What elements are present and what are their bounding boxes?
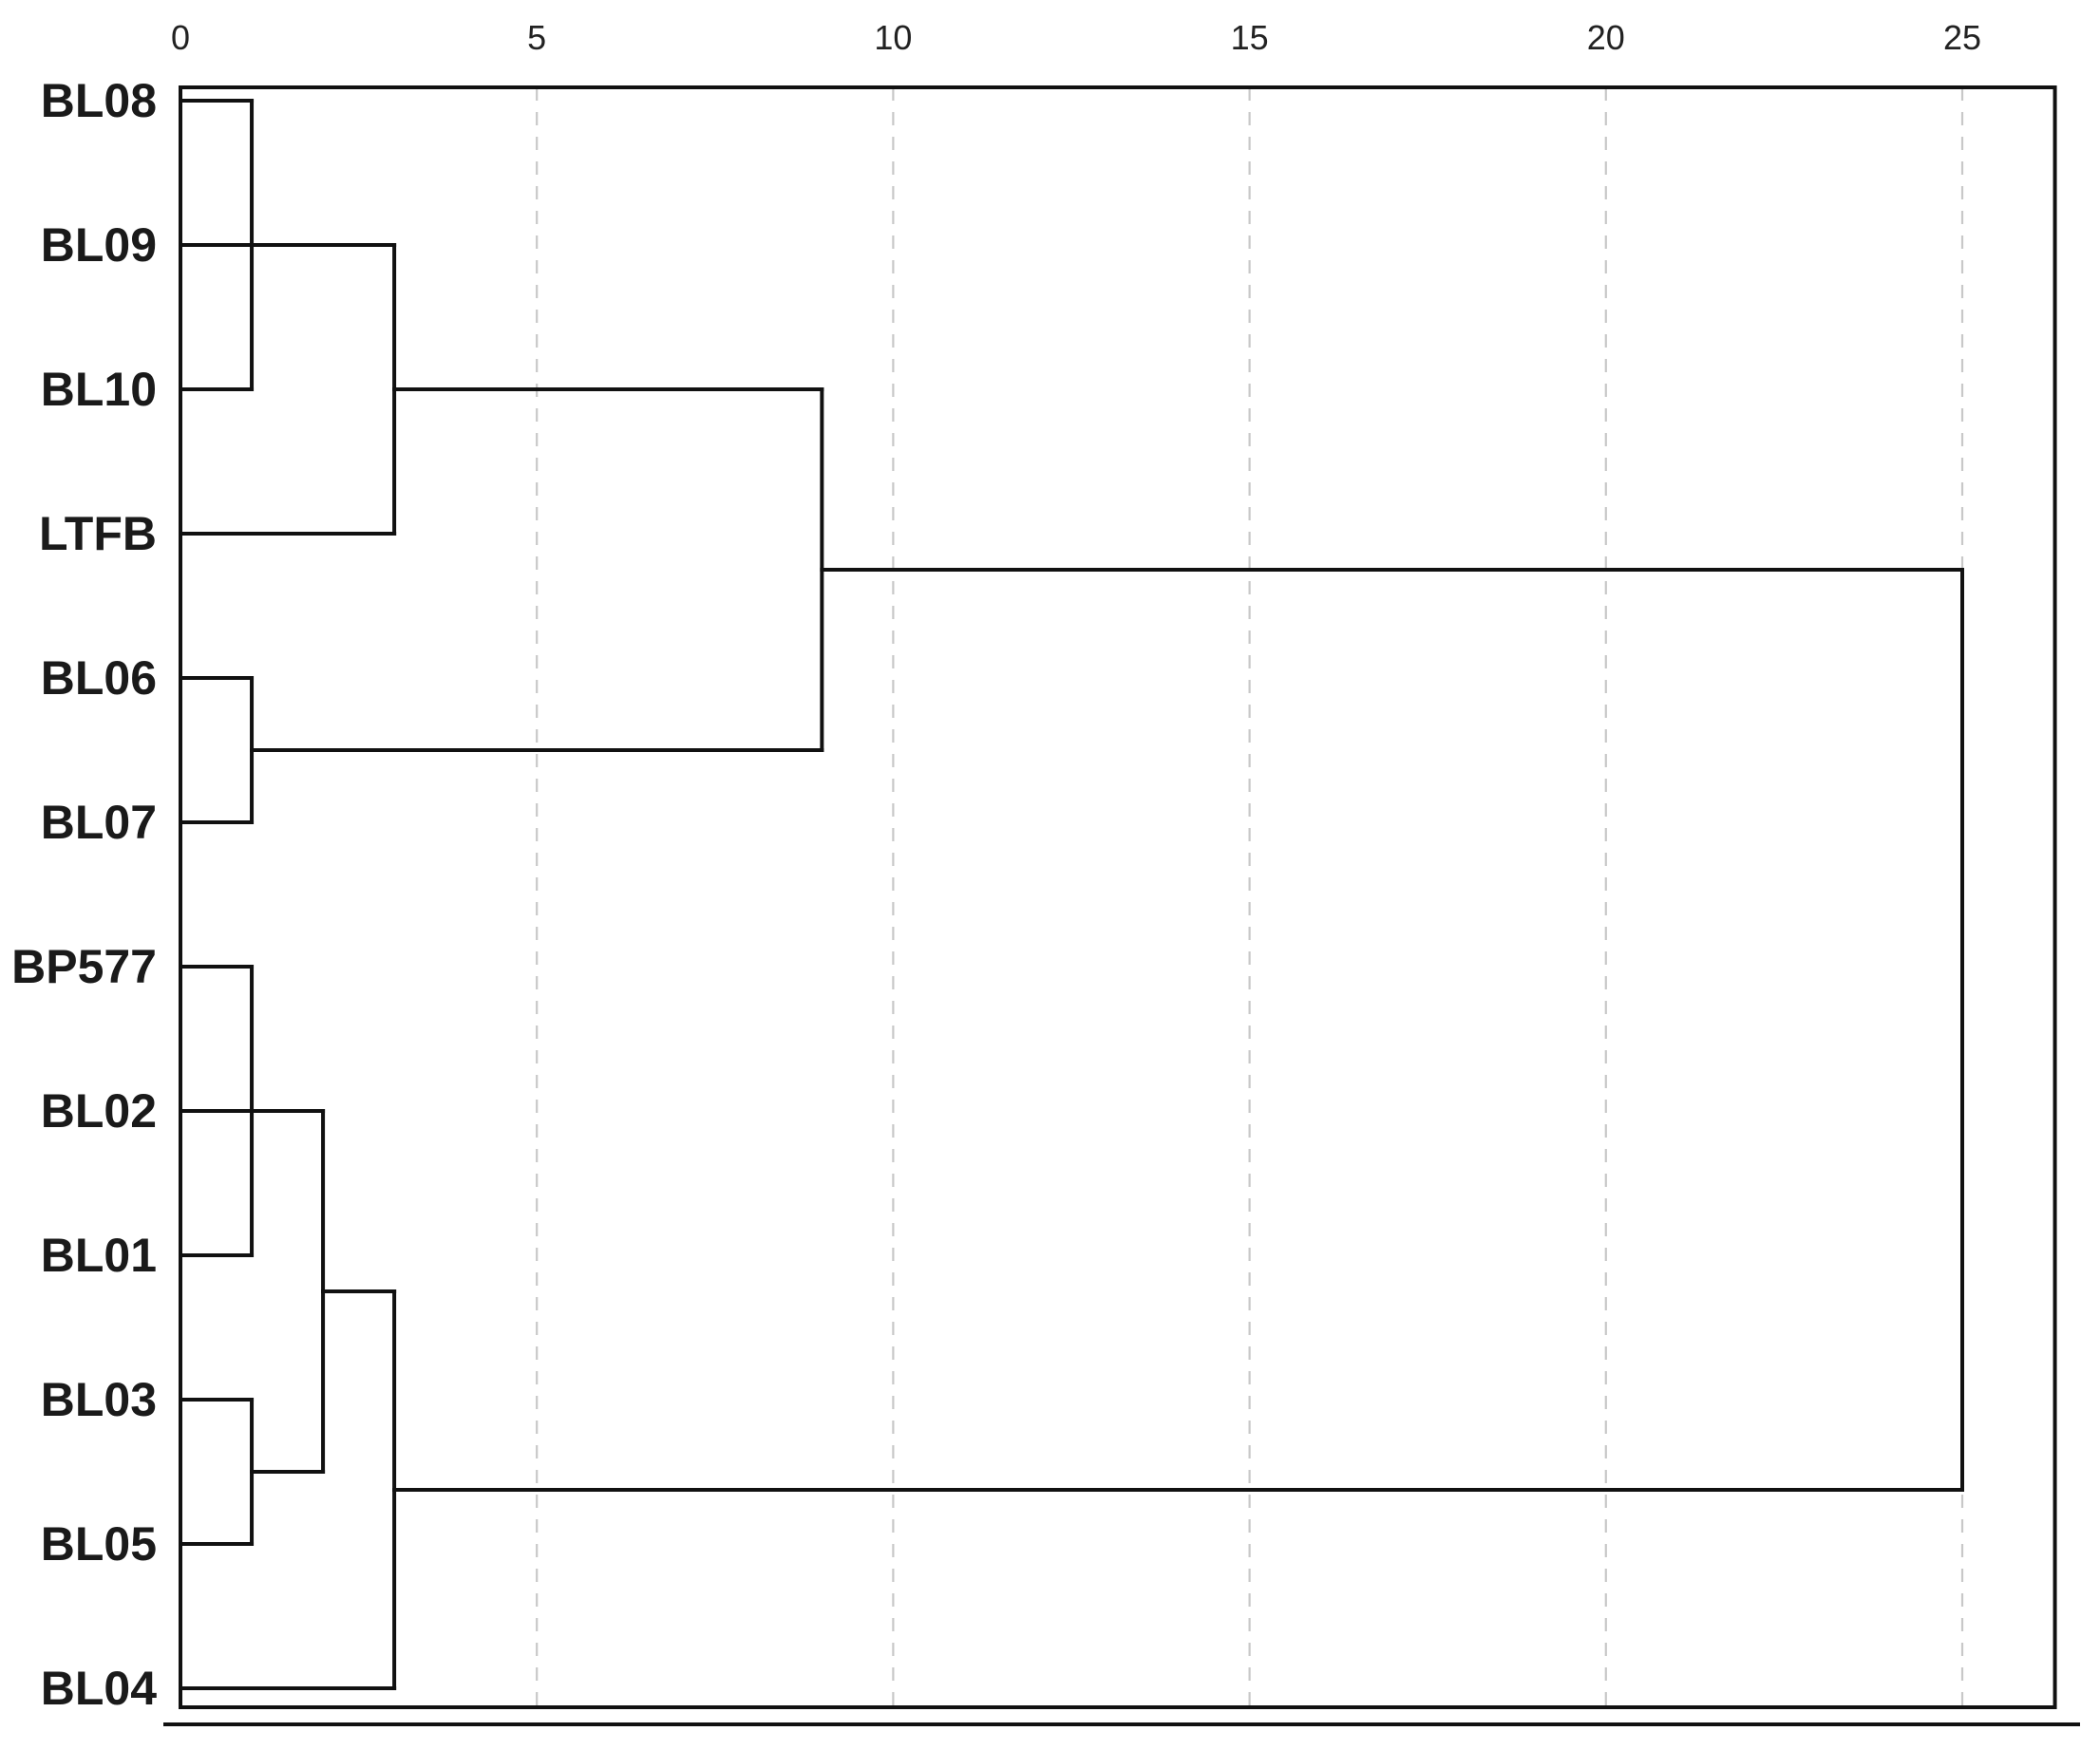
dendrogram-branches	[179, 99, 1964, 1690]
leaf-label-bl01: BL01	[41, 1229, 157, 1282]
leaf-label-bl05: BL05	[41, 1517, 157, 1571]
grid-lines	[536, 87, 1964, 1707]
leaf-label-bl03: BL03	[41, 1373, 157, 1426]
plot-frame	[179, 85, 2057, 1709]
leaf-label-bl08: BL08	[41, 74, 157, 127]
leaf-label-ltfb: LTFB	[39, 507, 157, 560]
x-tick-label-0: 0	[171, 18, 190, 57]
leaf-label-bl04: BL04	[41, 1662, 157, 1715]
leaf-label-bl10: BL10	[41, 363, 157, 416]
x-tick-label-25: 25	[1943, 18, 1981, 57]
leaf-label-bl02: BL02	[41, 1084, 157, 1138]
leaf-label-bl06: BL06	[41, 651, 157, 705]
x-tick-label-15: 15	[1231, 18, 1269, 57]
x-tick-label-5: 5	[527, 18, 546, 57]
x-axis-tick-labels: 0 5 10 15 20 25	[171, 18, 1981, 57]
leaf-label-bl09: BL09	[41, 218, 157, 272]
leaf-label-bl07: BL07	[41, 796, 157, 849]
x-tick-label-20: 20	[1587, 18, 1625, 57]
leaf-labels: BL08 BL09 BL10 LTFB BL06 BL07 BP577 BL02 BL01 BL0…	[11, 74, 157, 1715]
leaf-stubs	[180, 99, 194, 1690]
leaf-label-bp577: BP577	[11, 940, 157, 993]
x-tick-label-10: 10	[874, 18, 912, 57]
